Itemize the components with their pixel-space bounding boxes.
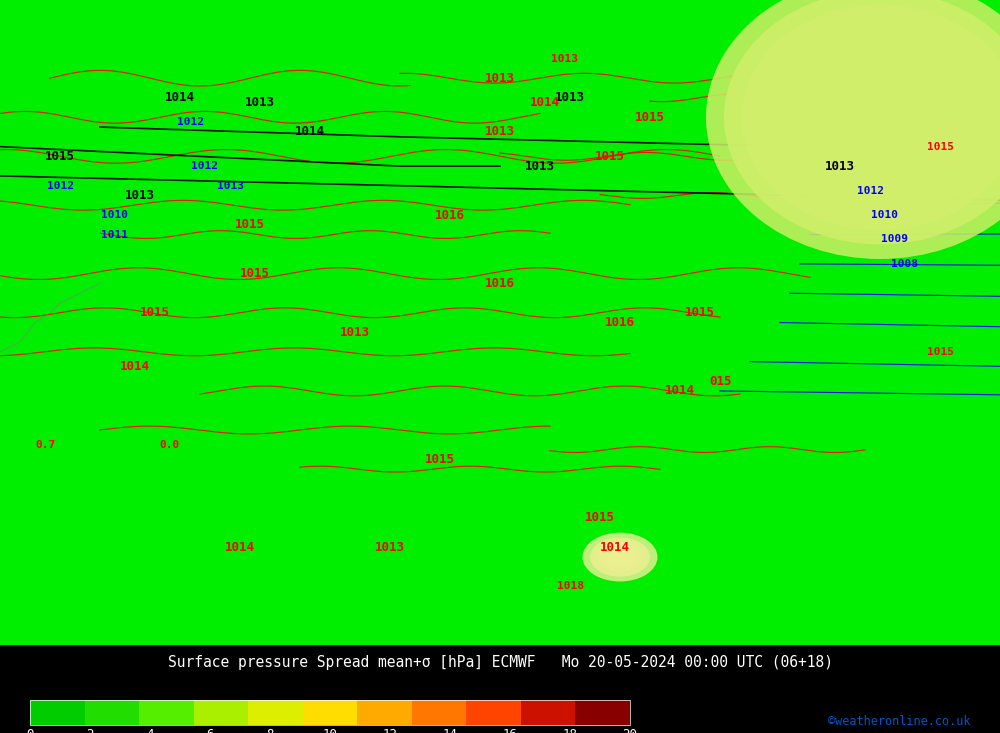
- Text: 1013: 1013: [340, 325, 370, 339]
- Text: 1015: 1015: [926, 347, 954, 357]
- Text: 1014: 1014: [530, 96, 560, 109]
- Text: 1014: 1014: [600, 541, 630, 554]
- Ellipse shape: [724, 0, 1000, 244]
- Text: 1014: 1014: [665, 384, 695, 397]
- Text: 1014: 1014: [295, 125, 325, 139]
- Bar: [248, 700, 303, 725]
- Bar: [139, 700, 194, 725]
- Text: 1015: 1015: [685, 306, 715, 320]
- Text: 1011: 1011: [102, 229, 128, 240]
- Text: 8: 8: [266, 728, 274, 733]
- Text: 18: 18: [562, 728, 578, 733]
- Text: 1014: 1014: [165, 91, 195, 104]
- Text: 1012: 1012: [46, 181, 74, 191]
- Text: 1013: 1013: [125, 189, 155, 202]
- Text: 1015: 1015: [635, 111, 665, 124]
- Bar: [412, 700, 466, 725]
- Text: 1015: 1015: [45, 150, 75, 163]
- Ellipse shape: [778, 34, 982, 200]
- Ellipse shape: [760, 20, 1000, 215]
- Text: 1015: 1015: [235, 218, 265, 232]
- Text: 1013: 1013: [555, 91, 585, 104]
- Text: 1016: 1016: [435, 208, 465, 221]
- Bar: [85, 700, 139, 725]
- Text: 16: 16: [503, 728, 518, 733]
- Text: 1016: 1016: [485, 277, 515, 290]
- Text: 1009: 1009: [882, 235, 908, 244]
- Bar: [521, 700, 575, 725]
- Text: 1012: 1012: [176, 117, 204, 127]
- Text: 1012: 1012: [192, 161, 218, 171]
- Bar: [30, 700, 85, 725]
- Text: 1010: 1010: [102, 210, 128, 220]
- Text: 015: 015: [709, 375, 731, 388]
- Text: 1010: 1010: [872, 210, 898, 220]
- Ellipse shape: [605, 548, 635, 567]
- Text: 1013: 1013: [216, 181, 244, 191]
- Text: 1014: 1014: [225, 541, 255, 554]
- Ellipse shape: [814, 64, 946, 171]
- Text: 1013: 1013: [485, 125, 515, 139]
- Ellipse shape: [796, 49, 964, 185]
- Bar: [30, 700, 630, 725]
- Text: 1013: 1013: [525, 160, 555, 173]
- Text: 0.0: 0.0: [160, 440, 180, 449]
- Text: 1013: 1013: [825, 160, 855, 173]
- Ellipse shape: [706, 0, 1000, 259]
- Text: 1015: 1015: [926, 141, 954, 152]
- Text: 1015: 1015: [140, 306, 170, 320]
- Ellipse shape: [590, 537, 650, 577]
- Text: 1013: 1013: [485, 72, 515, 85]
- Bar: [357, 700, 412, 725]
- Text: 1015: 1015: [585, 512, 615, 525]
- Bar: [194, 700, 248, 725]
- Text: 10: 10: [322, 728, 338, 733]
- Text: 1008: 1008: [892, 259, 918, 269]
- Text: 1018: 1018: [556, 581, 584, 592]
- Text: 1013: 1013: [552, 54, 578, 64]
- Text: 0: 0: [26, 728, 34, 733]
- Ellipse shape: [742, 5, 1000, 229]
- Bar: [466, 700, 521, 725]
- Ellipse shape: [598, 542, 642, 572]
- Text: 1015: 1015: [595, 150, 625, 163]
- Text: 14: 14: [442, 728, 458, 733]
- Text: 6: 6: [206, 728, 214, 733]
- Text: 0.7: 0.7: [35, 440, 55, 449]
- Text: 1015: 1015: [425, 453, 455, 466]
- Text: 2: 2: [86, 728, 94, 733]
- Ellipse shape: [832, 78, 928, 156]
- Text: 20: 20: [622, 728, 638, 733]
- Text: 1013: 1013: [245, 96, 275, 109]
- Text: 1015: 1015: [240, 267, 270, 280]
- Text: 12: 12: [382, 728, 398, 733]
- Text: 1013: 1013: [375, 541, 405, 554]
- Text: 1016: 1016: [605, 316, 635, 329]
- Text: Surface pressure Spread mean+σ [hPa] ECMWF   Mo 20-05-2024 00:00 UTC (06+18): Surface pressure Spread mean+σ [hPa] ECM…: [168, 655, 832, 670]
- Ellipse shape: [582, 533, 658, 581]
- Ellipse shape: [850, 93, 910, 141]
- Bar: [303, 700, 357, 725]
- Text: 1014: 1014: [120, 360, 150, 373]
- Bar: [575, 700, 630, 725]
- Text: 4: 4: [146, 728, 154, 733]
- Text: 1012: 1012: [856, 185, 884, 196]
- Text: ©weatheronline.co.uk: ©weatheronline.co.uk: [828, 715, 970, 728]
